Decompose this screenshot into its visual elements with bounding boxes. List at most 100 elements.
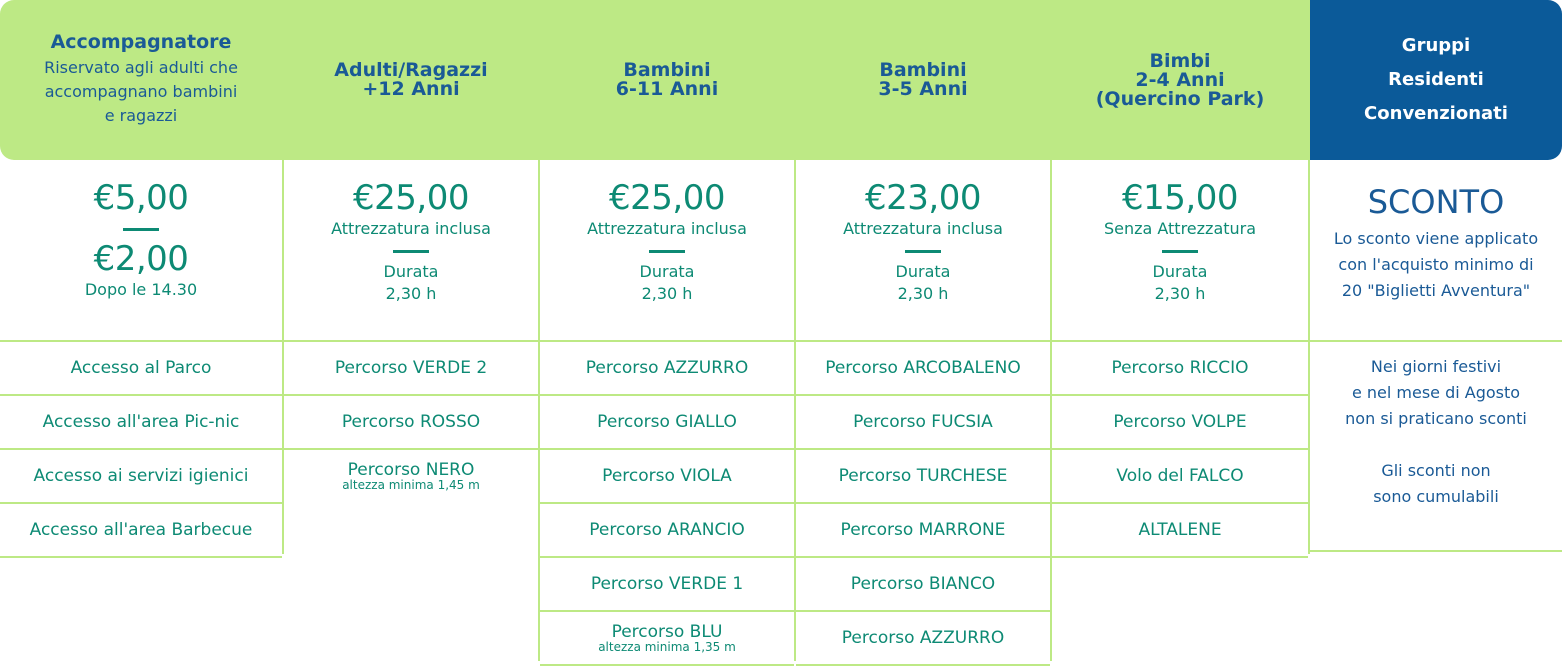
divider: [123, 228, 159, 231]
item-label: Percorso MARRONE: [840, 520, 1006, 540]
list-item: Percorso MARRONE: [796, 502, 1050, 556]
column-bambini-3-5: Bambini 3-5 Anni €23,00 Attrezzatura inc…: [796, 0, 1050, 666]
column-bimbi-2-4: Bimbi 2-4 Anni (Quercino Park) €15,00 Se…: [1052, 0, 1308, 558]
item-note: altezza minima 1,45 m: [342, 477, 480, 492]
list-item: Percorso RICCIO: [1052, 340, 1308, 394]
list-item: ALTALENE: [1052, 502, 1308, 558]
price-main: €23,00: [865, 178, 981, 218]
list-item: Percorso VERDE 2: [284, 340, 538, 394]
duration-label: Durata: [639, 262, 695, 281]
discount-text-line: con l'acquisto minimo di: [1338, 255, 1534, 274]
column-title-line3: Convenzionati: [1364, 103, 1508, 124]
price-note: Dopo le 14.30: [84, 280, 198, 299]
price-block: €5,00 €2,00 Dopo le 14.30: [0, 160, 282, 340]
list-item: Percorso VERDE 1: [540, 556, 794, 610]
column-title-line2: Residenti: [1388, 69, 1484, 90]
list-item: Percorso ROSSO: [284, 394, 538, 448]
item-label: Percorso BIANCO: [850, 574, 996, 594]
duration-label: Durata: [895, 262, 951, 281]
column-title-line1: Adulti/Ragazzi: [334, 59, 488, 81]
list-item: Percorso TURCHESE: [796, 448, 1050, 502]
discount-block: SCONTO Lo sconto viene applicato con l'a…: [1310, 160, 1562, 340]
price-main: €5,00: [93, 178, 189, 218]
column-header: Accompagnatore Riservato agli adulti che…: [0, 0, 282, 160]
note-line: Nei giorni festivi: [1370, 357, 1502, 376]
duration-label: Durata: [383, 262, 439, 281]
column-separator: [1050, 0, 1052, 661]
item-label: Percorso AZZURRO: [585, 358, 749, 378]
list-item: Percorso ARANCIO: [540, 502, 794, 556]
equipment-note: Attrezzatura inclusa: [331, 219, 491, 238]
item-label: Percorso AZZURRO: [841, 628, 1005, 648]
price-block: €25,00 Attrezzatura inclusa Durata 2,30 …: [284, 160, 538, 340]
item-label: Percorso FUCSIA: [853, 412, 993, 432]
equipment-note: Senza Attrezzatura: [1103, 219, 1257, 238]
discount-text: Lo sconto viene applicato con l'acquisto…: [1334, 226, 1538, 304]
discount-text-line: Lo sconto viene applicato: [1333, 229, 1539, 248]
column-separator: [1308, 0, 1310, 554]
item-label: Percorso RICCIO: [1111, 358, 1249, 378]
item-label: Accesso al Parco: [70, 358, 212, 378]
note-line: Gli sconti non: [1381, 461, 1491, 480]
divider: [1162, 250, 1198, 253]
list-item: Accesso all'area Pic-nic: [0, 394, 282, 448]
note-holidays: Nei giorni festivi e nel mese di Agosto …: [1345, 354, 1527, 432]
duration-value: 2,30 h: [385, 284, 437, 303]
column-title-line1: Bambini: [623, 59, 711, 81]
equipment-note: Attrezzatura inclusa: [587, 219, 747, 238]
duration-value: 2,30 h: [1154, 284, 1206, 303]
list-item: Percorso GIALLO: [540, 394, 794, 448]
column-header: Bambini 6-11 Anni: [540, 0, 794, 160]
item-label: Percorso VERDE 2: [334, 358, 488, 378]
list-item: Percorso AZZURRO: [540, 340, 794, 394]
column-subtitle: Riservato agli adulti che accompagnano b…: [44, 57, 238, 125]
item-label: Percorso ARANCIO: [589, 520, 745, 540]
list-item: Percorso ARCOBALENO: [796, 340, 1050, 394]
column-title-line2: +12 Anni: [362, 78, 460, 100]
column-title-line2: 3-5 Anni: [878, 78, 968, 100]
list-item: Percorso VOLPE: [1052, 394, 1308, 448]
list-item: Percorso BLU altezza minima 1,35 m: [540, 610, 794, 666]
price-main: €25,00: [353, 178, 469, 218]
item-label: Accesso all'area Pic-nic: [42, 412, 240, 432]
list-item: Percorso FUCSIA: [796, 394, 1050, 448]
item-label: Accesso all'area Barbecue: [29, 520, 253, 540]
list-item: Volo del FALCO: [1052, 448, 1308, 502]
column-title-line1: Bambini: [879, 59, 967, 81]
item-label: Volo del FALCO: [1116, 466, 1244, 486]
item-label: Percorso TURCHESE: [838, 466, 1008, 486]
column-accompagnatore: Accompagnatore Riservato agli adulti che…: [0, 0, 282, 558]
column-separator: [282, 0, 284, 554]
item-label: Percorso ROSSO: [341, 412, 481, 432]
list-item: Percorso VIOLA: [540, 448, 794, 502]
list-item: Accesso al Parco: [0, 340, 282, 394]
column-header: Bambini 3-5 Anni: [796, 0, 1050, 160]
column-title-line2: 6-11 Anni: [615, 78, 719, 100]
column-title-line1: Gruppi: [1401, 35, 1471, 56]
divider: [649, 250, 685, 253]
discount-heading: SCONTO: [1367, 183, 1505, 221]
column-bambini-6-11: Bambini 6-11 Anni €25,00 Attrezzatura in…: [540, 0, 794, 666]
column-title-line3: (Quercino Park): [1095, 87, 1265, 110]
price-afternoon: €2,00: [93, 239, 189, 279]
column-separator: [794, 0, 796, 661]
list-item: Accesso ai servizi igienici: [0, 448, 282, 502]
equipment-note: Attrezzatura inclusa: [843, 219, 1003, 238]
price-main: €15,00: [1122, 178, 1238, 218]
divider: [905, 250, 941, 253]
column-header: Gruppi Residenti Convenzionati: [1310, 0, 1562, 160]
note-line: non si praticano sconti: [1345, 409, 1527, 428]
list-item: Percorso BIANCO: [796, 556, 1050, 610]
list-item: Percorso NERO altezza minima 1,45 m: [284, 448, 538, 502]
column-title-line1: Bimbi: [1149, 49, 1211, 72]
duration-value: 2,30 h: [897, 284, 949, 303]
divider: [393, 250, 429, 253]
column-separator: [538, 0, 540, 661]
duration-label: Durata: [1152, 262, 1208, 281]
item-label: Percorso NERO: [347, 459, 475, 480]
item-label: Percorso VIOLA: [602, 466, 732, 486]
discount-text-line: 20 "Biglietti Avventura": [1341, 281, 1531, 300]
price-block: €23,00 Attrezzatura inclusa Durata 2,30 …: [796, 160, 1050, 340]
price-main: €25,00: [609, 178, 725, 218]
